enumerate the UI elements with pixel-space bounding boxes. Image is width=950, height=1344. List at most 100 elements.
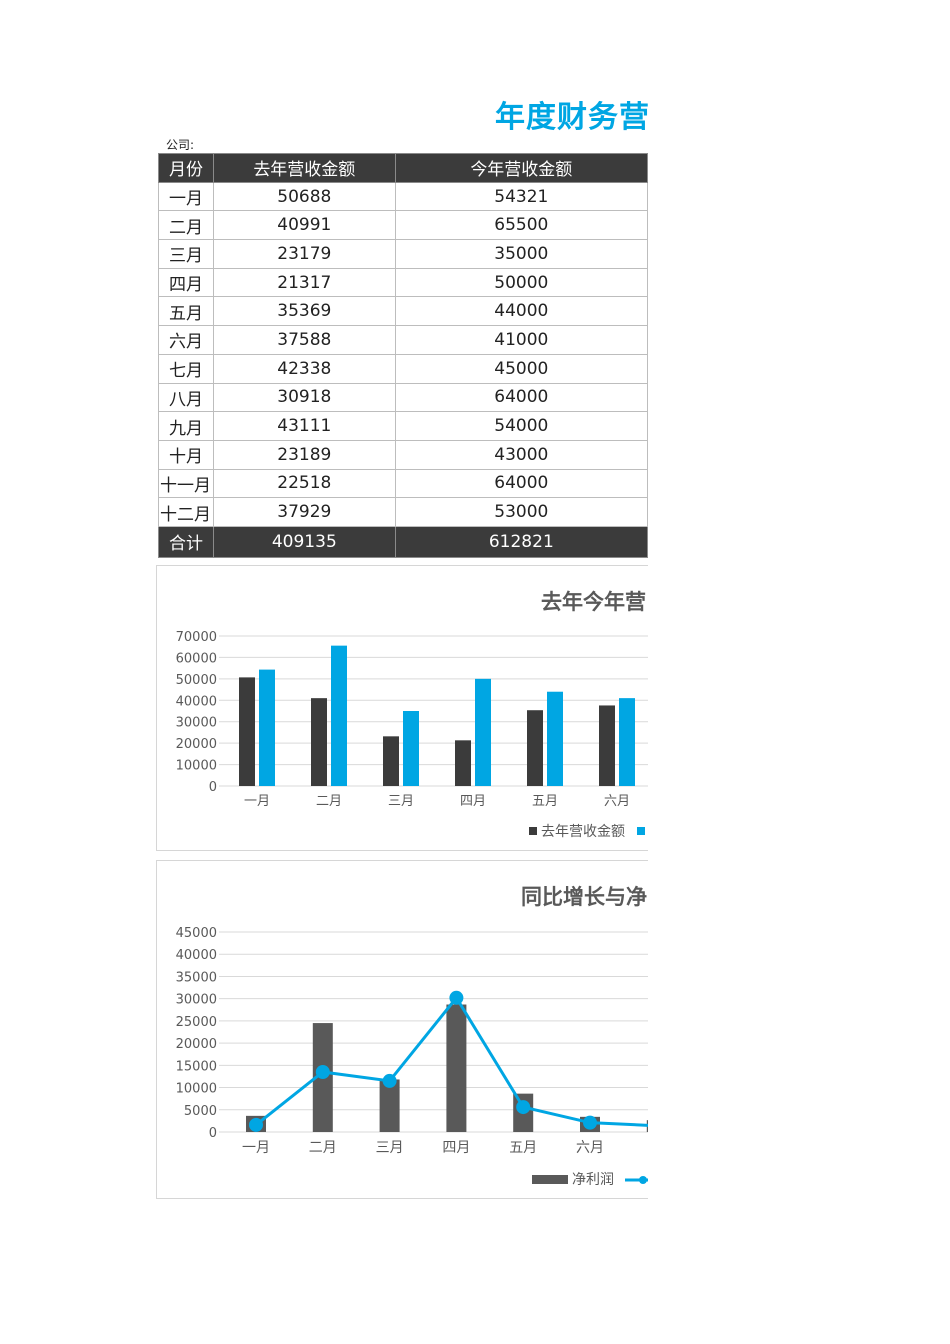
cell-last-year: 21317	[212, 267, 396, 298]
bar	[403, 711, 419, 786]
table-row: 六月 37588 41000	[158, 325, 648, 355]
x-tick-label: 三月	[376, 1140, 404, 1156]
revenue-comparison-chart: 0 10000 20000 30000 40000 50000 60000 70000 一月 二月…	[176, 630, 648, 840]
cell-last-year: 40991	[212, 210, 396, 241]
cell-last-year: 50688	[212, 181, 396, 212]
x-tick-label: 二月	[316, 794, 342, 809]
cell-this-year: 44000	[394, 296, 648, 327]
table-row: 二月 40991 65500	[158, 210, 648, 241]
y-tick-label: 40000	[176, 948, 217, 963]
x-tick-label: 三月	[388, 794, 414, 809]
cell-month: 十二月	[158, 497, 214, 527]
x-tick-label: 四月	[442, 1140, 470, 1156]
line-point	[249, 1117, 263, 1132]
bar	[383, 736, 399, 786]
bar	[239, 677, 255, 786]
profit-chart-panel[interactable]: 同比增长与净 0 5000 10000 15000 20000 25000 30000 350…	[156, 860, 648, 1199]
line-point	[315, 1065, 330, 1079]
x-tick-label: 五月	[509, 1140, 537, 1156]
bar	[475, 678, 491, 786]
x-tick-label: 五月	[532, 794, 558, 809]
table-row: 十月 23189 43000	[158, 439, 648, 470]
bar	[311, 698, 327, 786]
bar	[599, 705, 615, 786]
table-row: 十二月 37929 53000	[158, 497, 648, 527]
cell-last-year: 43111	[212, 411, 396, 441]
cell-last-year: 42338	[212, 353, 396, 384]
company-label: 公司:	[166, 138, 195, 152]
x-tick-label: 四月	[460, 794, 486, 809]
y-tick-label: 70000	[176, 630, 217, 645]
bar	[259, 669, 275, 786]
chart-title: 同比增长与净	[521, 885, 647, 909]
cell-month: 一月	[158, 181, 214, 212]
table-total-row: 合计 409135 612821	[158, 525, 648, 558]
cell-month: 六月	[158, 325, 214, 355]
cell-this-year: 53000	[394, 497, 648, 527]
bar	[379, 1079, 400, 1132]
y-tick-label: 25000	[176, 1015, 217, 1030]
cell-last-year: 37929	[212, 497, 396, 527]
revenue-chart-panel[interactable]: 去年今年营 0 10000 20000 30000 40000 50000 60000 700…	[156, 565, 648, 851]
table-row: 七月 42338 45000	[158, 353, 648, 384]
y-tick-label: 30000	[176, 716, 217, 731]
bar	[547, 691, 563, 786]
cell-month: 三月	[158, 239, 214, 269]
y-tick-label: 40000	[176, 694, 217, 709]
header-this-year: 今年营收金额	[394, 153, 648, 183]
table-row: 三月 23179 35000	[158, 239, 648, 269]
cell-this-year: 50000	[394, 267, 648, 298]
revenue-table: 月份 去年营收金额 今年营收金额 一月 50688 54321 二月 40991…	[158, 153, 648, 558]
cell-month: 二月	[158, 210, 214, 241]
cell-this-year: 54000	[394, 411, 648, 441]
cell-this-year: 45000	[394, 353, 648, 384]
legend-swatch	[637, 827, 645, 835]
y-tick-label: 5000	[184, 1104, 217, 1119]
cell-this-year: 64000	[394, 382, 648, 413]
cell-this-year: 41000	[394, 325, 648, 355]
cell-this-year: 43000	[394, 439, 648, 470]
line-point	[516, 1100, 531, 1115]
cell-last-year: 37588	[212, 325, 396, 355]
bar	[527, 710, 543, 786]
x-tick-label: 六月	[604, 794, 630, 809]
total-this-year: 612821	[394, 525, 648, 558]
cell-this-year: 54321	[394, 181, 648, 212]
growth-profit-chart: 0 5000 10000 15000 20000 25000 30000 35000 40000…	[176, 926, 648, 1188]
line-point	[449, 990, 464, 1005]
cell-last-year: 22518	[212, 468, 396, 499]
table-row: 一月 50688 54321	[158, 181, 648, 212]
cell-last-year: 23189	[212, 439, 396, 470]
table-row: 八月 30918 64000	[158, 382, 648, 413]
cell-last-year: 30918	[212, 382, 396, 413]
cell-last-year: 23179	[212, 239, 396, 269]
legend-label: 净利润	[572, 1172, 614, 1188]
bar	[455, 740, 471, 786]
legend-line-marker	[639, 1176, 647, 1184]
bar	[446, 1004, 467, 1132]
x-tick-label: 一月	[242, 1140, 270, 1156]
cell-month: 七月	[158, 353, 214, 384]
bar	[331, 645, 347, 786]
page-title: 年度财务营	[495, 100, 648, 135]
total-label: 合计	[158, 525, 214, 558]
sheet-viewport: 年度财务营 公司: 月份 去年营收金额 今年营收金额 一月 50688 5432…	[156, 100, 648, 1199]
table-header-row: 月份 去年营收金额 今年营收金额	[158, 153, 648, 183]
cell-month: 九月	[158, 411, 214, 441]
line-point	[382, 1073, 397, 1088]
x-tick-label: 二月	[309, 1140, 337, 1156]
legend-label: 去年营收金额	[541, 824, 625, 840]
table-row: 四月 21317 50000	[158, 267, 648, 298]
table-row: 九月 43111 54000	[158, 411, 648, 441]
y-tick-label: 45000	[176, 926, 217, 941]
y-tick-label: 10000	[176, 759, 217, 774]
x-tick-label: 六月	[576, 1140, 604, 1156]
y-tick-label: 10000	[176, 1082, 217, 1097]
y-tick-label: 20000	[176, 737, 217, 752]
legend-swatch	[529, 827, 537, 835]
y-tick-label: 20000	[176, 1037, 217, 1052]
total-last-year: 409135	[212, 525, 396, 558]
chart-title: 去年今年营	[541, 590, 646, 614]
cell-this-year: 64000	[394, 468, 648, 499]
cell-month: 十一月	[158, 468, 214, 499]
